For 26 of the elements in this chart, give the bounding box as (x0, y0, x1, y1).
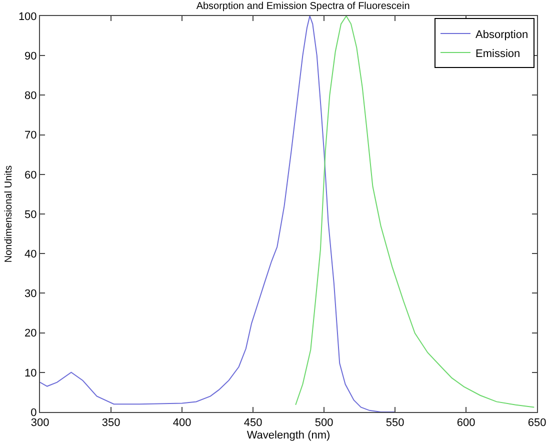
y-tick-label: 0 (30, 406, 37, 419)
x-tick-label: 350 (102, 417, 120, 430)
y-tick-label: 70 (24, 130, 37, 142)
x-tick-label: 450 (244, 417, 262, 430)
y-tick-label: 60 (24, 169, 37, 182)
line-series (295, 16, 535, 408)
y-axis-title: Nondimensional Units (3, 165, 14, 263)
legend-label: Absorption (476, 28, 528, 41)
line-series (40, 16, 396, 412)
x-tick-label: 300 (30, 417, 50, 430)
y-tick-label: 30 (24, 288, 37, 300)
x-tick-label: 500 (314, 417, 334, 430)
chart-title: Absorption and Emission Spectra of Fluorescein (196, 1, 410, 12)
y-tick-label: 40 (24, 248, 37, 260)
y-tick-label: 100 (18, 10, 37, 23)
y-tick-label: 80 (24, 90, 37, 102)
x-axis-title: Wavelength (nm) (246, 429, 330, 442)
legend-label: Emission (476, 48, 520, 60)
x-tick-label: 400 (172, 417, 192, 430)
x-tick-label: 650 (528, 417, 546, 430)
y-tick-label: 90 (24, 50, 37, 62)
x-tick-label: 600 (456, 417, 476, 430)
y-tick-label: 50 (24, 208, 37, 221)
y-tick-label: 20 (24, 328, 37, 340)
y-tick-label: 10 (24, 367, 37, 380)
x-tick-label: 550 (386, 417, 404, 430)
